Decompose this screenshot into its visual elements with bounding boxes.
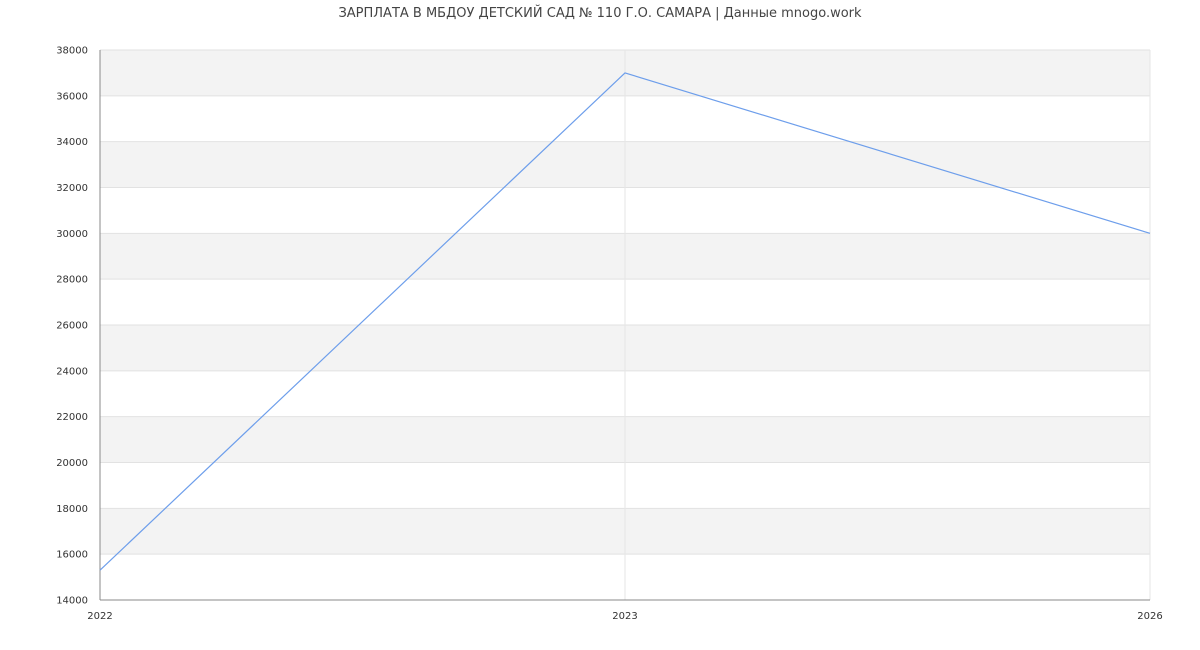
y-tick-label: 30000 [56, 229, 88, 240]
series-line [99, 72, 1151, 571]
y-tick-label: 28000 [56, 275, 88, 286]
y-tick-label: 38000 [56, 46, 88, 57]
y-tick-label: 24000 [56, 366, 88, 377]
y-tick-label: 36000 [56, 91, 88, 102]
x-tick-label: 2023 [612, 611, 637, 622]
x-tick-label: 2026 [1137, 611, 1162, 622]
y-tick-label: 22000 [56, 412, 88, 423]
y-tick-label: 18000 [56, 504, 88, 515]
chart-title: ЗАРПЛАТА В МБДОУ ДЕТСКИЙ САД № 110 Г.О. … [338, 6, 862, 21]
y-tick-label: 14000 [56, 596, 88, 607]
y-tick-label: 16000 [56, 550, 88, 561]
y-tick-label: 32000 [56, 183, 88, 194]
x-tick-label: 2022 [87, 611, 112, 622]
y-tick-label: 20000 [56, 458, 88, 469]
y-tick-label: 26000 [56, 321, 88, 332]
y-tick-label: 34000 [56, 137, 88, 148]
